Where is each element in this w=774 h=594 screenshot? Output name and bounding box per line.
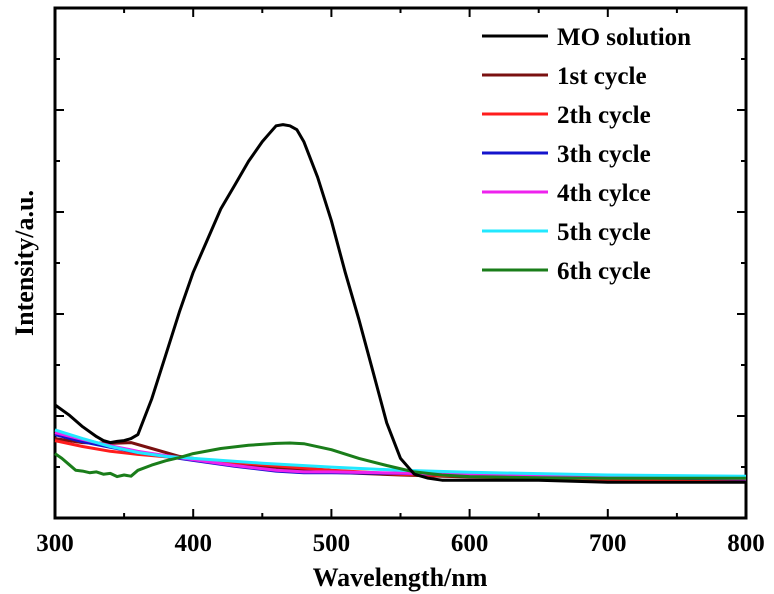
legend-label: 6th cycle (557, 258, 651, 285)
y-axis-title: Intensity/a.u. (10, 190, 39, 336)
x-tick-label: 400 (174, 530, 212, 557)
legend-label: 2th cycle (557, 102, 651, 129)
legend-label: 3th cycle (557, 141, 651, 168)
series-lines (55, 125, 746, 483)
x-tick-label: 500 (313, 530, 351, 557)
x-tick-label: 300 (36, 530, 74, 557)
x-tick-label: 800 (727, 530, 765, 557)
legend-label: MO solution (557, 24, 691, 51)
legend-label: 4th cylce (557, 180, 651, 207)
x-tick-labels: 300 400 500 600 700 800 (36, 530, 765, 557)
x-tick-label: 700 (589, 530, 627, 557)
legend-label: 5th cycle (557, 219, 651, 246)
legend: MO solution 1st cycle 2th cycle 3th cycle 4t… (482, 24, 691, 285)
legend-label: 1st cycle (557, 63, 647, 90)
x-tick-label: 600 (451, 530, 489, 557)
x-axis-title: Wavelength/nm (313, 563, 488, 592)
series-line-mo-solution (55, 125, 746, 483)
